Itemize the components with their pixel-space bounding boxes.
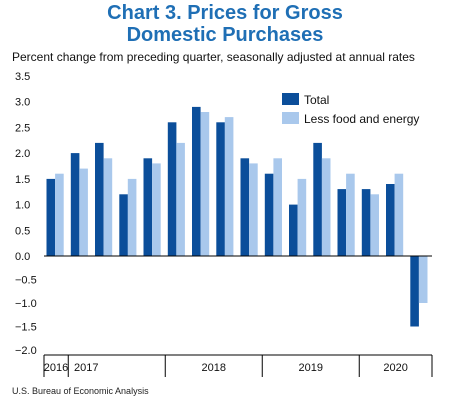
bar-less-food-energy — [152, 163, 161, 256]
bar-total — [119, 194, 128, 256]
bar-less-food-energy — [200, 112, 210, 256]
bar-total — [70, 153, 80, 256]
legend-label: Less food and energy — [304, 112, 419, 126]
bar-total — [46, 178, 56, 256]
bar-less-food-energy — [394, 173, 404, 256]
y-tick-label: 2.0 — [15, 148, 30, 160]
bar-total — [361, 189, 371, 256]
bar-total — [410, 256, 419, 327]
bar-total — [337, 189, 347, 256]
bar-less-food-energy — [346, 173, 355, 256]
bar-less-food-energy — [55, 173, 64, 256]
bar-total — [95, 142, 104, 256]
legend-swatch — [282, 112, 299, 124]
bar-total — [240, 158, 250, 256]
bar-total — [386, 184, 395, 256]
bar-less-food-energy — [127, 178, 137, 256]
y-tick-label: 3.0 — [15, 97, 30, 109]
chart-title-line1: Chart 3. Prices for Gross — [107, 2, 343, 24]
bar-less-food-energy — [418, 256, 428, 303]
year-label: 2018 — [202, 362, 226, 374]
bar-total — [143, 158, 153, 256]
y-tick-label: 3.5 — [15, 71, 30, 83]
bar-less-food-energy — [79, 168, 88, 256]
bar-total — [216, 122, 225, 256]
y-tick-label: −2.0 — [15, 345, 37, 357]
bar-less-food-energy — [273, 158, 282, 256]
y-tick-label: 0.5 — [15, 225, 30, 237]
bar-less-food-energy — [176, 142, 185, 256]
bar-less-food-energy — [249, 163, 258, 256]
chart-subtitle: Percent change from preceding quarter, s… — [12, 50, 415, 64]
bar-total — [264, 173, 274, 256]
chart-title-line2: Domestic Purchases — [126, 24, 324, 46]
y-tick-label: 1.0 — [15, 200, 30, 212]
chart-title: Chart 3. Prices for Gross Domestic Purch… — [0, 2, 450, 46]
bar-total — [192, 106, 201, 257]
bar-less-food-energy — [297, 178, 307, 256]
source-note: U.S. Bureau of Economic Analysis — [12, 386, 149, 396]
y-tick-label: −1.0 — [15, 298, 37, 310]
y-tick-label: −1.5 — [15, 322, 37, 334]
bar-less-food-energy — [103, 158, 113, 256]
year-label: 2020 — [383, 362, 407, 374]
year-label: 2017 — [74, 362, 98, 374]
bar-total — [313, 142, 322, 256]
bar-less-food-energy — [321, 158, 331, 256]
legend-swatch — [282, 93, 299, 105]
legend-label: Total — [304, 93, 329, 107]
y-tick-label: 1.5 — [15, 174, 30, 186]
year-label: 2019 — [299, 362, 323, 374]
bar-less-food-energy — [224, 117, 234, 256]
bar-total — [289, 204, 298, 256]
y-tick-label: 2.5 — [15, 122, 30, 134]
y-tick-label: 0.0 — [15, 251, 30, 263]
bar-total — [167, 122, 177, 256]
bar-less-food-energy — [370, 194, 379, 256]
y-tick-label: −0.5 — [15, 275, 37, 287]
year-label: 2016 — [44, 362, 68, 374]
